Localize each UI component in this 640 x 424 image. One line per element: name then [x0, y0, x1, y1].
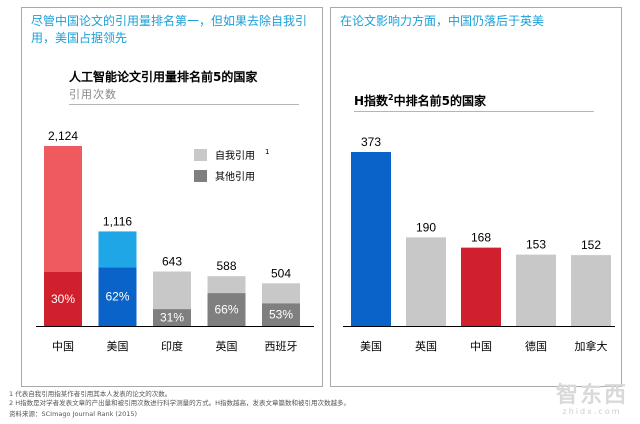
- legend-label-self: 自我引用: [215, 149, 255, 162]
- category-label: 中国: [52, 340, 74, 353]
- legend-label-self-sup: 1: [265, 148, 269, 156]
- category-label: 美国: [107, 340, 129, 353]
- right-title-sup: 2: [388, 93, 394, 102]
- category-label: 英国: [216, 339, 238, 353]
- category-label: 印度: [161, 339, 183, 353]
- bar-share-label: 30%: [51, 292, 75, 306]
- h-index-bar: [516, 254, 556, 326]
- bar-share-label: 53%: [269, 308, 293, 322]
- bar-self-citation: [44, 146, 82, 272]
- category-label: 英国: [415, 339, 437, 353]
- bar-self-citation: [98, 231, 137, 268]
- right-chart-title: H指数2中排名前5的国家: [354, 92, 486, 109]
- bar-total-label: 588: [216, 259, 236, 273]
- bar-self-citation: [207, 276, 246, 294]
- h-index-bar: [571, 255, 611, 326]
- bar-total-label: 504: [271, 266, 291, 280]
- legend-swatch-self: [194, 149, 207, 161]
- title-underline: [69, 104, 299, 105]
- legend-swatch-other: [194, 170, 207, 182]
- bar-other-citation: [207, 293, 246, 326]
- bar-other-citation: [98, 267, 137, 326]
- footnote-2: 2 H指数是对学者发表文章的产出量和被引用次数进行科学测量的方式。H指数越高，发…: [9, 399, 350, 407]
- right-title-underline: [354, 111, 594, 112]
- bar-self-citation: [153, 271, 191, 310]
- bar-value-label: 168: [471, 231, 491, 245]
- bar-total-label: 2,124: [48, 129, 78, 143]
- footnote-1: 1 代表自我引用指某作者引用其本人发表的论文的次数。: [9, 390, 172, 398]
- right-title-prefix: H指数: [354, 94, 389, 108]
- category-label: 加拿大: [575, 339, 608, 353]
- bar-share-label: 31%: [160, 311, 184, 325]
- right-panel: 在论文影响力方面，中国仍落后于英美 H指数2中排名前5的国家 373 美国 190 英…: [330, 7, 622, 387]
- bar-share-label: 66%: [214, 303, 238, 317]
- bar-self-citation: [262, 283, 300, 304]
- right-title-suffix: 中排名前5的国家: [393, 94, 486, 108]
- bar-share-label: 62%: [105, 290, 129, 304]
- watermark-text: 智东西: [555, 383, 628, 408]
- category-label: 德国: [525, 339, 547, 353]
- bar-other-citation: [262, 303, 300, 326]
- left-chart-subtitle: 引用次数: [69, 88, 117, 101]
- category-label: 美国: [360, 340, 382, 353]
- bar-value-label: 152: [581, 238, 601, 252]
- left-chart-title: 人工智能论文引用量排名前5的国家: [69, 70, 258, 84]
- bar-other-citation: [44, 272, 82, 326]
- watermark-logo: 智东西 zhidx.com: [555, 383, 628, 417]
- bar-value-label: 373: [361, 135, 381, 149]
- bar-value-label: 190: [416, 220, 436, 234]
- left-headline: 尽管中国论文的引用量排名第一，但如果去除自我引用，美国占据领先: [31, 14, 308, 45]
- citations-bar-chart: 2,124 30% 中国 1,116 62% 美国 643 31% 印度 588 66% 英国 504 5…: [36, 129, 314, 353]
- bar-value-label: 153: [526, 238, 546, 252]
- left-panel: 尽管中国论文的引用量排名第一，但如果去除自我引用，美国占据领先 人工智能论文引用…: [21, 7, 323, 387]
- watermark-sub: zhidx.com: [562, 407, 622, 416]
- legend-label-other: 其他引用: [215, 170, 255, 183]
- h-index-bar: [351, 152, 391, 326]
- category-label: 中国: [470, 340, 492, 353]
- h-index-bar-chart: 373 美国 190 英国 168 中国 153 德国 152 加拿大: [343, 135, 615, 353]
- bar-total-label: 1,116: [103, 214, 132, 228]
- h-index-bar: [406, 237, 446, 326]
- right-headline: 在论文影响力方面，中国仍落后于英美: [340, 14, 545, 28]
- source-note: 资料来源：SCImago Journal Rank (2015): [9, 410, 138, 418]
- category-label: 西班牙: [265, 340, 298, 353]
- h-index-bar: [461, 247, 501, 326]
- bar-total-label: 643: [162, 255, 182, 269]
- bar-other-citation: [153, 309, 191, 326]
